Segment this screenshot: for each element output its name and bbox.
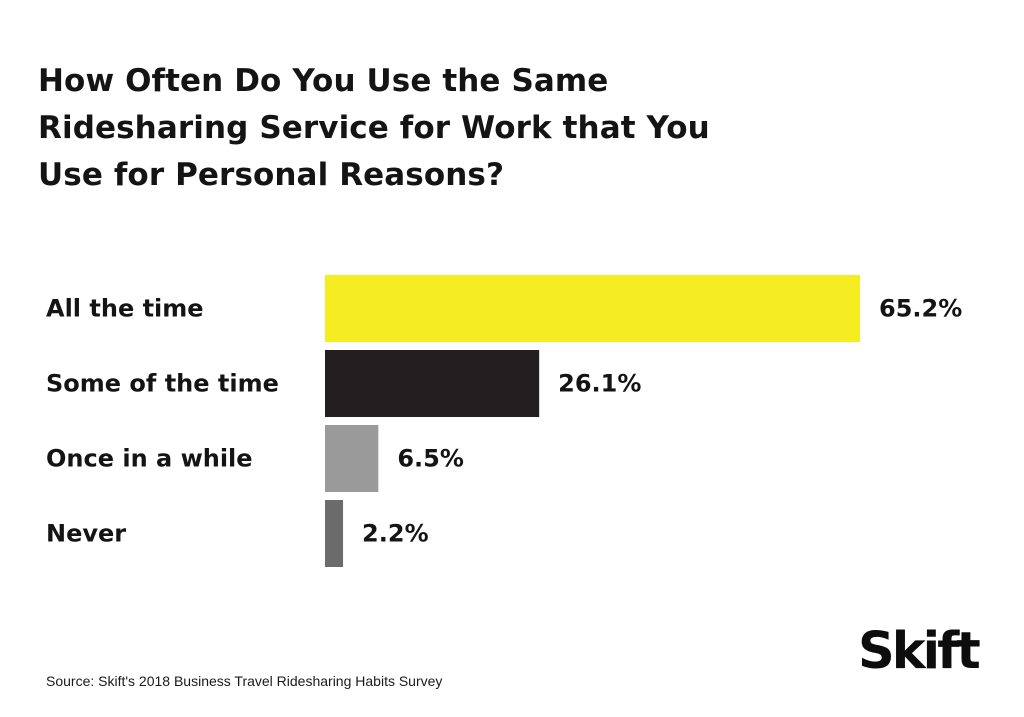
chart-title: How Often Do You Use the Same Ridesharin… <box>38 63 710 193</box>
bar-never <box>325 500 344 567</box>
bar-some-of-the-time <box>325 350 540 417</box>
source-note: Source: Skift's 2018 Business Travel Rid… <box>46 673 443 689</box>
value-label-all-the-time: 65.2% <box>879 295 962 323</box>
value-label-some-of-the-time: 26.1% <box>558 370 641 398</box>
bar-all-the-time <box>325 275 860 342</box>
value-label-once-in-a-while: 6.5% <box>397 445 464 473</box>
bar-once-in-a-while <box>325 425 379 492</box>
category-label-some-of-the-time: Some of the time <box>46 370 279 398</box>
value-label-never: 2.2% <box>362 520 429 548</box>
skift-logo: Skift <box>858 622 981 681</box>
category-label-all-the-time: All the time <box>46 295 204 323</box>
category-label-never: Never <box>46 520 126 548</box>
category-label-once-in-a-while: Once in a while <box>46 445 253 473</box>
